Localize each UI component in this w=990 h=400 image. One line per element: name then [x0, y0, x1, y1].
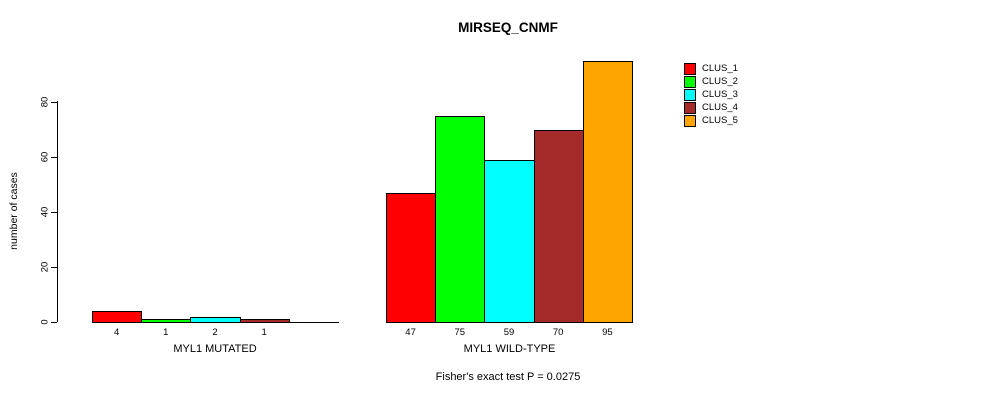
bar-value-label: 70: [552, 327, 564, 338]
bar-clus_3: [190, 316, 241, 323]
bar-value-label: 75: [454, 327, 466, 338]
bar-clus_5: [582, 60, 633, 323]
fisher-test-annotation: Fisher's exact test P = 0.0275: [435, 371, 581, 383]
bar-value-label: 95: [602, 327, 613, 338]
bar-clus_4: [533, 129, 584, 323]
legend: CLUS_1 CLUS_2 CLUS_3 CLUS_4 CLUS_5: [684, 62, 738, 127]
bar-clus_2: [435, 115, 486, 323]
bar-clus_2: [141, 319, 192, 323]
chart-title: MIRSEQ_CNMF: [458, 20, 558, 35]
legend-label: CLUS_5: [702, 115, 738, 126]
legend-item-clus_3: CLUS_3: [684, 88, 738, 101]
bar-value-label: 1: [261, 327, 267, 338]
bar-value-label: 1: [163, 327, 169, 338]
bar-value-label: 2: [212, 327, 218, 338]
y-tick-mark: [51, 157, 57, 158]
legend-label: CLUS_4: [702, 102, 738, 113]
legend-label: CLUS_3: [702, 89, 738, 100]
legend-swatch-icon: [684, 62, 696, 75]
y-tick-mark: [51, 102, 57, 103]
bar-value-label: 59: [503, 327, 515, 338]
legend-swatch-icon: [684, 88, 696, 101]
bar-value-label: 47: [405, 327, 416, 338]
legend-label: CLUS_2: [702, 76, 738, 87]
y-tick-label: 60: [39, 151, 51, 163]
y-tick-mark: [51, 322, 57, 323]
legend-label: CLUS_1: [702, 63, 738, 74]
y-tick-label: 40: [39, 206, 51, 218]
bar-clus_1: [386, 192, 437, 323]
legend-item-clus_1: CLUS_1: [684, 62, 738, 75]
legend-item-clus_5: CLUS_5: [684, 114, 738, 127]
group-label-wildtype: MYL1 WILD-TYPE: [463, 343, 556, 355]
bar-clus_1: [92, 311, 143, 323]
y-tick-label: 20: [39, 261, 51, 273]
bar-clus_3: [484, 159, 535, 323]
legend-swatch-icon: [684, 114, 696, 127]
y-axis-line: [57, 101, 58, 322]
bar-clus_4: [239, 319, 290, 323]
y-axis-title: number of cases: [8, 172, 20, 250]
y-tick-mark: [51, 267, 57, 268]
legend-item-clus_4: CLUS_4: [684, 101, 738, 114]
bar-value-label: 4: [113, 327, 120, 338]
legend-swatch-icon: [684, 101, 696, 114]
legend-swatch-icon: [684, 75, 696, 88]
y-tick-label: 80: [39, 96, 51, 108]
y-tick-mark: [51, 212, 57, 213]
legend-item-clus_2: CLUS_2: [684, 75, 738, 88]
group-label-mutated: MYL1 MUTATED: [173, 343, 257, 355]
y-tick-label: 0: [39, 319, 51, 325]
